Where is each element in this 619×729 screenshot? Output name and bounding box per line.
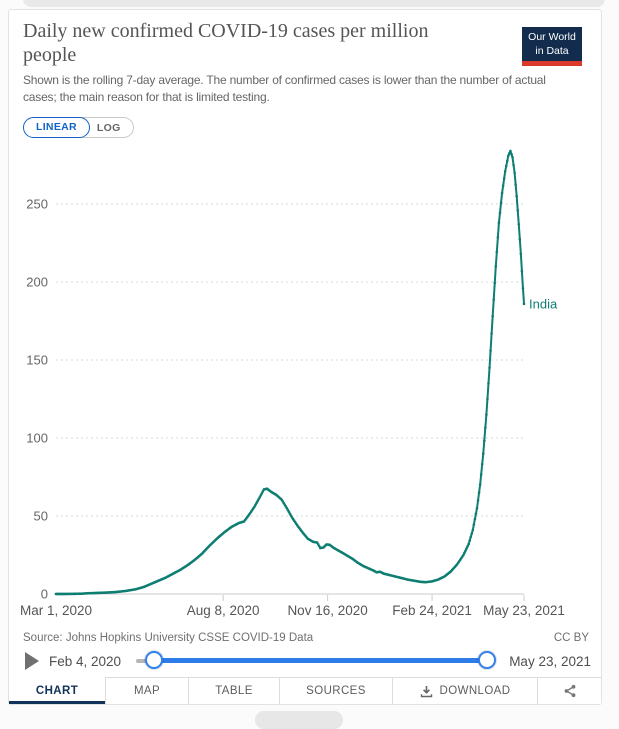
svg-text:Mar 1, 2020: Mar 1, 2020 bbox=[20, 603, 92, 618]
license-link[interactable]: CC BY bbox=[553, 632, 589, 644]
page-title: Daily new confirmed COVID-19 cases per m… bbox=[23, 20, 429, 67]
svg-text:Feb 24, 2021: Feb 24, 2021 bbox=[392, 603, 472, 618]
chart-card: Daily new confirmed COVID-19 cases per m… bbox=[8, 9, 602, 705]
svg-text:0: 0 bbox=[41, 587, 48, 602]
linear-button[interactable]: LINEAR bbox=[23, 117, 90, 138]
owid-logo[interactable]: Our World in Data bbox=[522, 27, 582, 67]
owid-logo-text: Our World in Data bbox=[522, 27, 582, 62]
svg-text:Nov 16, 2020: Nov 16, 2020 bbox=[287, 603, 367, 618]
timeline-start-date: Feb 4, 2020 bbox=[49, 654, 122, 669]
scale-toggle: LINEAR LOG bbox=[23, 117, 134, 138]
series-india: India bbox=[54, 149, 558, 596]
svg-text:200: 200 bbox=[26, 275, 48, 290]
owid-logo-red-bar bbox=[522, 61, 582, 67]
series-label-india: India bbox=[529, 296, 558, 311]
timeline-end-handle[interactable] bbox=[478, 651, 496, 669]
svg-text:250: 250 bbox=[26, 197, 48, 212]
play-button[interactable] bbox=[25, 652, 39, 670]
svg-text:50: 50 bbox=[34, 509, 48, 524]
log-button[interactable]: LOG bbox=[78, 117, 134, 138]
tab-download[interactable]: DOWNLOAD bbox=[392, 677, 537, 704]
tab-chart[interactable]: CHART bbox=[9, 677, 105, 704]
footer-tabs: CHART MAP TABLE SOURCES DOWNLOAD bbox=[9, 677, 601, 704]
chart-subtitle: Shown is the rolling 7-day average. The … bbox=[23, 73, 546, 104]
chart-axes: 0 50 100 150 200 250 Mar 1, 2020 Aug 8, 2020 Nov… bbox=[20, 197, 565, 619]
svg-text:Aug 8, 2020: Aug 8, 2020 bbox=[187, 603, 260, 618]
tab-share[interactable] bbox=[537, 677, 601, 704]
tab-map[interactable]: MAP bbox=[105, 677, 188, 704]
source-text: Source: Johns Hopkins University CSSE CO… bbox=[23, 632, 314, 644]
page-top-chrome bbox=[23, 0, 605, 7]
svg-text:150: 150 bbox=[26, 353, 48, 368]
share-icon bbox=[563, 684, 577, 698]
timeline-end-date: May 23, 2021 bbox=[509, 654, 591, 669]
svg-text:May 23, 2021: May 23, 2021 bbox=[483, 603, 565, 618]
covid-line-chart[interactable]: 0 50 100 150 200 250 Mar 1, 2020 Aug 8, 2020 Nov… bbox=[9, 141, 603, 626]
page-bottom-chrome bbox=[255, 711, 343, 729]
timeline-track[interactable] bbox=[154, 658, 487, 663]
download-icon bbox=[420, 685, 433, 698]
tab-table[interactable]: TABLE bbox=[188, 677, 279, 704]
timeline-start-handle[interactable] bbox=[145, 651, 163, 669]
source-row: Source: Johns Hopkins University CSSE CO… bbox=[23, 632, 589, 644]
tab-sources[interactable]: SOURCES bbox=[279, 677, 392, 704]
svg-text:100: 100 bbox=[26, 431, 48, 446]
